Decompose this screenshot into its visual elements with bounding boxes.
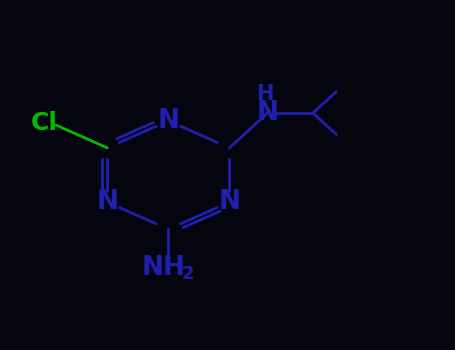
Text: 2: 2 (181, 265, 194, 283)
Text: N: N (157, 108, 179, 134)
Text: NH: NH (142, 255, 186, 281)
Text: N: N (96, 189, 118, 215)
Text: N: N (218, 189, 240, 215)
Text: N: N (257, 100, 278, 126)
Text: Cl: Cl (31, 111, 58, 135)
Text: H: H (257, 84, 274, 104)
